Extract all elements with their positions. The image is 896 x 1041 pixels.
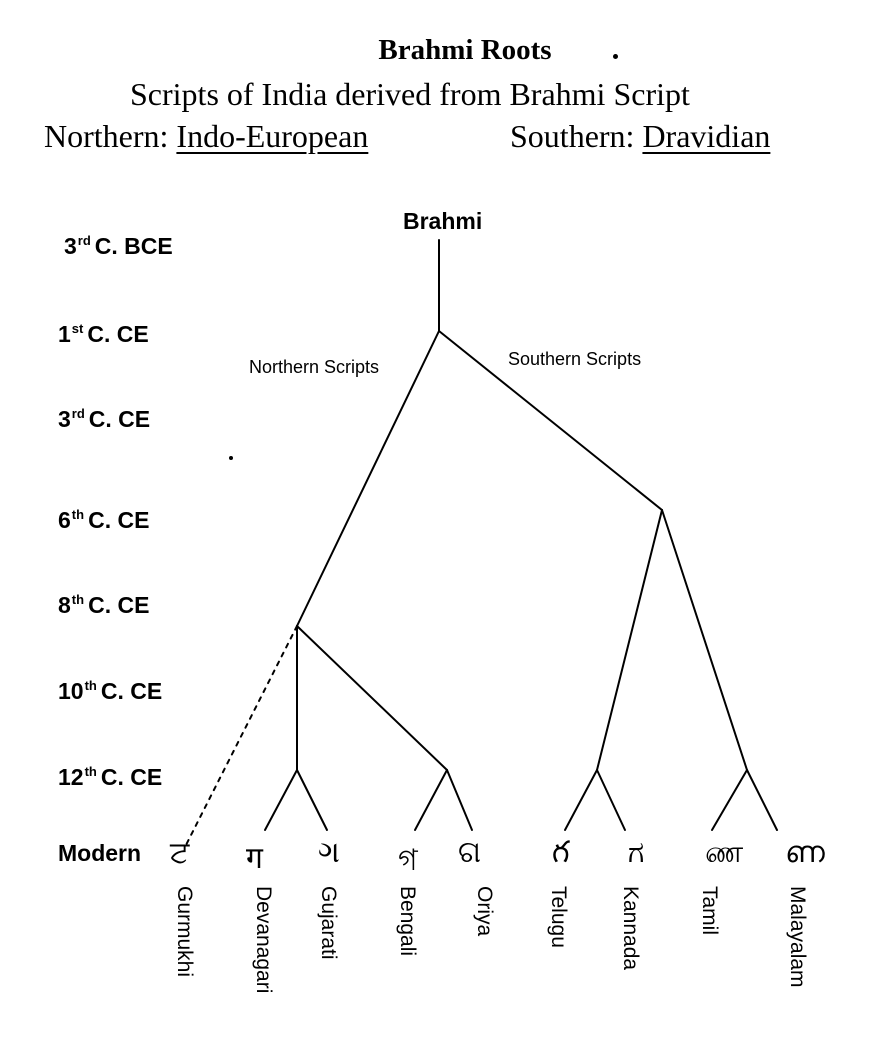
script-name-kannada: Kannada xyxy=(618,886,642,970)
edge-devanagari xyxy=(265,770,297,830)
edge-oriya xyxy=(447,770,472,830)
script-name-oriya: Oriya xyxy=(472,886,496,936)
edge-kannada xyxy=(597,770,625,830)
script-name-devanagari: Devanagari xyxy=(251,886,275,993)
glyph-kannada: ಗ xyxy=(628,836,644,870)
glyph-malayalam: ണ xyxy=(785,836,825,870)
edge-tamil-malayalam-branch xyxy=(662,510,747,770)
branch-label-northern: Northern Scripts xyxy=(249,357,379,378)
glyph-telugu: గ xyxy=(552,836,570,877)
script-name-bengali: Bengali xyxy=(395,886,419,956)
script-name-gujarati: Gujarati xyxy=(316,886,340,960)
edge-malayalam xyxy=(747,770,777,830)
branch-label-southern: Southern Scripts xyxy=(508,349,641,370)
glyph-gurmukhi: ਟ xyxy=(170,836,189,870)
glyph-bengali: গ xyxy=(398,836,418,887)
script-name-telugu: Telugu xyxy=(546,886,570,948)
edge-east-branch xyxy=(297,626,447,770)
glyph-gujarati: ગ xyxy=(318,836,340,870)
root-node-brahmi: Brahmi xyxy=(403,208,482,235)
script-name-malayalam: Malayalam xyxy=(785,886,809,988)
edge-bengali xyxy=(415,770,447,830)
script-name-gurmukhi: Gurmukhi xyxy=(172,886,196,977)
edge-tamil xyxy=(712,770,747,830)
glyph-oriya: ଗ xyxy=(458,836,481,870)
script-name-tamil: Tamil xyxy=(697,886,721,935)
edge-gurmukhi xyxy=(186,626,297,845)
glyph-devanagari: ग xyxy=(246,836,263,877)
edge-telugu-kannada-branch xyxy=(597,510,662,770)
glyph-tamil: ண xyxy=(705,836,743,874)
edge-telugu xyxy=(565,770,597,830)
edge-gujarati xyxy=(297,770,327,830)
